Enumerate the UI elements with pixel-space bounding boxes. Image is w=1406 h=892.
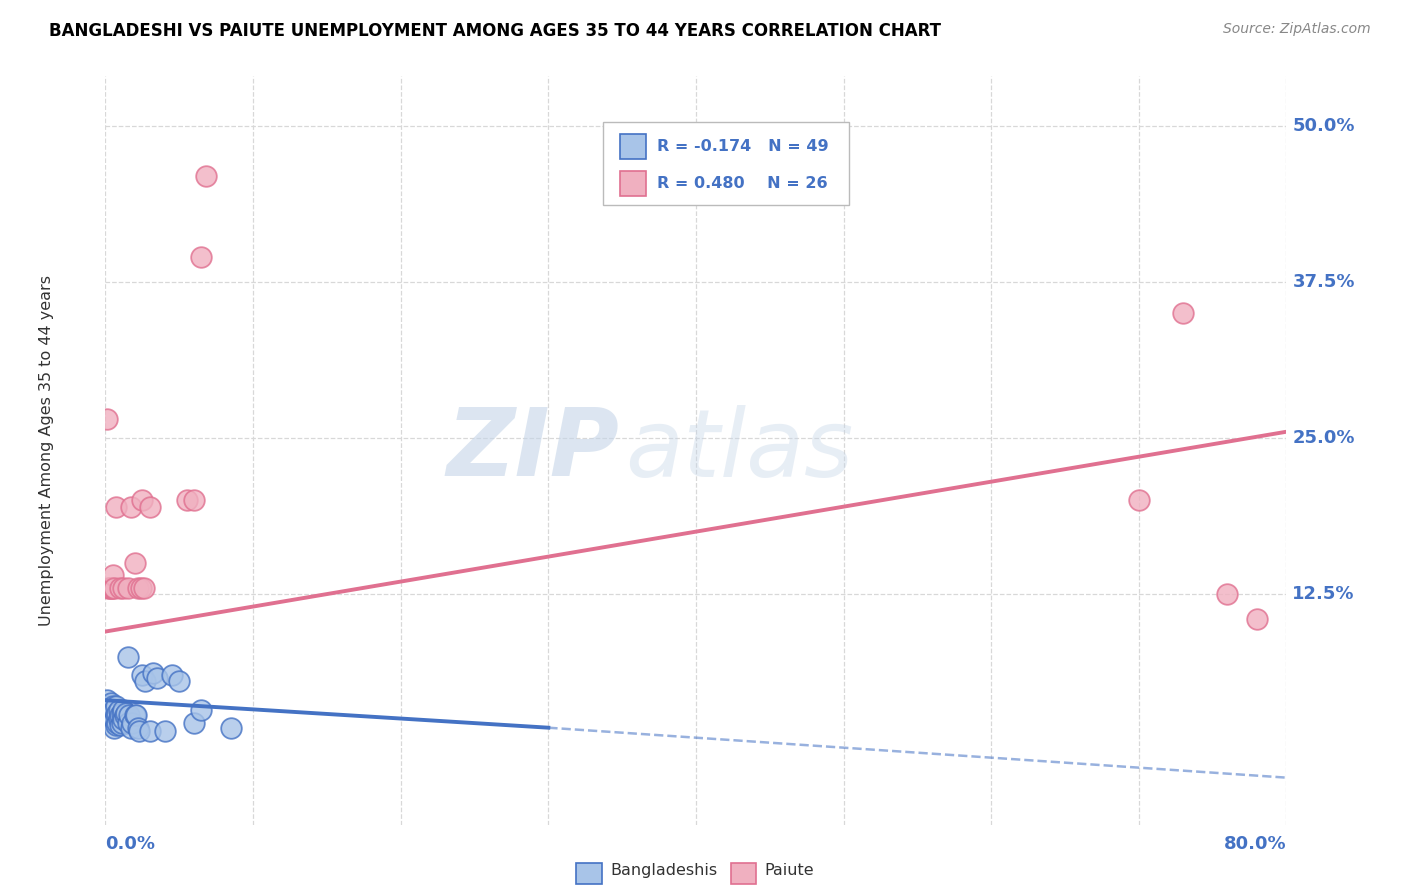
Point [98,712,121,726]
Point [128,724,150,739]
Point [138,500,162,514]
Point [121,715,143,730]
Text: Paiute: Paiute [765,863,814,878]
Text: BANGLADESHI VS PAIUTE UNEMPLOYMENT AMONG AGES 35 TO 44 YEARS CORRELATION CHART: BANGLADESHI VS PAIUTE UNEMPLOYMENT AMONG… [49,22,941,40]
Point [110,708,132,723]
Point [96,693,118,707]
Point [117,581,139,595]
Point [138,724,162,739]
Point [124,556,146,570]
Point [1128,493,1150,508]
Text: atlas: atlas [626,405,853,496]
Point [97,699,120,714]
Point [104,708,127,723]
Text: 0.0%: 0.0% [105,835,156,853]
Point [153,724,176,739]
Text: 12.5%: 12.5% [1292,585,1355,603]
Point [96,412,118,426]
Point [104,500,127,514]
Point [104,718,127,732]
Text: ZIP: ZIP [446,404,619,497]
Point [124,708,146,723]
Point [96,706,118,720]
Text: 80.0%: 80.0% [1223,835,1286,853]
Point [183,493,205,508]
Point [100,581,122,595]
Point [98,581,121,595]
Point [134,674,156,689]
Text: Bangladeshis: Bangladeshis [610,863,717,878]
Point [100,706,122,720]
Point [120,500,142,514]
Point [131,493,153,508]
Point [103,581,125,595]
Point [114,708,136,723]
Text: Unemployment Among Ages 35 to 44 years: Unemployment Among Ages 35 to 44 years [39,275,53,626]
Point [118,708,141,723]
Point [97,581,120,595]
Point [125,708,148,723]
Point [219,721,242,735]
Point [120,721,142,735]
Point [194,169,217,183]
Point [129,581,152,595]
Point [131,668,153,682]
Point [117,649,139,664]
Point [103,712,125,726]
Point [127,581,149,595]
Point [127,721,149,735]
Point [132,581,155,595]
Point [101,699,124,714]
Point [107,703,129,717]
Point [1171,306,1194,320]
Text: 50.0%: 50.0% [1292,117,1355,135]
Text: Source: ZipAtlas.com: Source: ZipAtlas.com [1223,22,1371,37]
Text: 37.5%: 37.5% [1292,273,1355,291]
Point [101,581,124,595]
Point [97,708,120,723]
Point [160,668,183,682]
Point [146,671,169,685]
Text: R = 0.480    N = 26: R = 0.480 N = 26 [657,176,827,191]
Point [101,715,124,730]
Point [112,581,135,595]
Point [190,703,212,717]
Point [169,674,191,689]
Point [110,581,132,595]
Point [101,568,124,582]
Text: 25.0%: 25.0% [1292,429,1355,447]
Text: R = -0.174   N = 49: R = -0.174 N = 49 [657,139,828,153]
Point [103,721,125,735]
Point [105,706,128,720]
Point [104,699,127,714]
Point [101,708,124,723]
Point [112,703,135,717]
Point [111,715,134,730]
Point [103,703,125,717]
Point [112,712,135,726]
Point [100,696,122,710]
Point [1246,612,1268,626]
Point [142,665,165,680]
Point [110,718,132,732]
Point [176,493,198,508]
Point [111,706,134,720]
Point [117,715,139,730]
Point [107,712,129,726]
Point [105,715,128,730]
Point [1216,587,1239,601]
Point [115,706,138,720]
Point [183,715,205,730]
Point [98,703,121,717]
Point [190,250,212,264]
